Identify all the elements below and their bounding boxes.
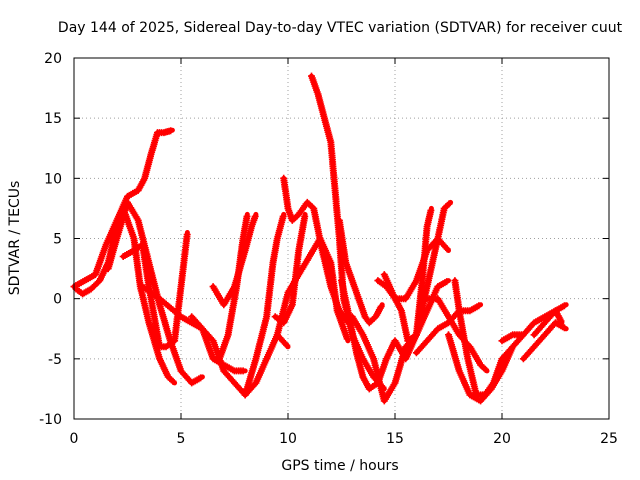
plus-markers	[280, 174, 351, 325]
series-pass	[530, 302, 569, 339]
x-tick-label: 25	[600, 431, 618, 447]
y-tick-label: 5	[53, 232, 62, 248]
y-tick-label: 0	[53, 292, 62, 308]
series-pass	[188, 313, 291, 399]
series-pass	[335, 216, 385, 327]
plus-markers	[519, 319, 568, 363]
y-axis-label: SDTVAR / TECUs	[7, 181, 23, 296]
data-series	[70, 72, 569, 405]
x-tick-label: 10	[279, 431, 297, 447]
plot-frame	[73, 57, 610, 420]
plus-markers	[216, 212, 251, 363]
series-pass	[445, 331, 516, 405]
x-tick-label: 15	[386, 431, 404, 447]
plus-markers	[445, 331, 516, 405]
plus-markers	[241, 212, 287, 399]
series-pass	[216, 211, 251, 363]
series-pass	[391, 199, 454, 363]
axis-ticks: 0 5 10 15 20 25 -10 -5 0 5 10 15 20	[39, 51, 618, 447]
x-tick-label: 0	[70, 431, 79, 447]
plus-markers	[391, 200, 453, 363]
x-axis-label: GPS time / hours	[281, 458, 398, 474]
y-tick-label: 10	[44, 171, 62, 187]
series-pass	[519, 319, 569, 363]
y-tick-label: -5	[48, 352, 62, 368]
series-pass	[104, 198, 205, 387]
chart-title: Day 144 of 2025, Sidereal Day-to-day VTE…	[58, 20, 623, 36]
y-tick-label: -10	[39, 412, 62, 428]
y-tick-label: 15	[44, 111, 62, 127]
series-track	[189, 314, 291, 398]
plus-markers	[188, 313, 291, 399]
plus-markers	[335, 216, 385, 327]
plus-markers	[530, 302, 568, 339]
series-pass	[280, 174, 351, 326]
x-tick-label: 5	[177, 431, 186, 447]
y-tick-label: 20	[44, 51, 62, 67]
x-tick-label: 20	[493, 431, 511, 447]
series-pass	[241, 211, 287, 399]
